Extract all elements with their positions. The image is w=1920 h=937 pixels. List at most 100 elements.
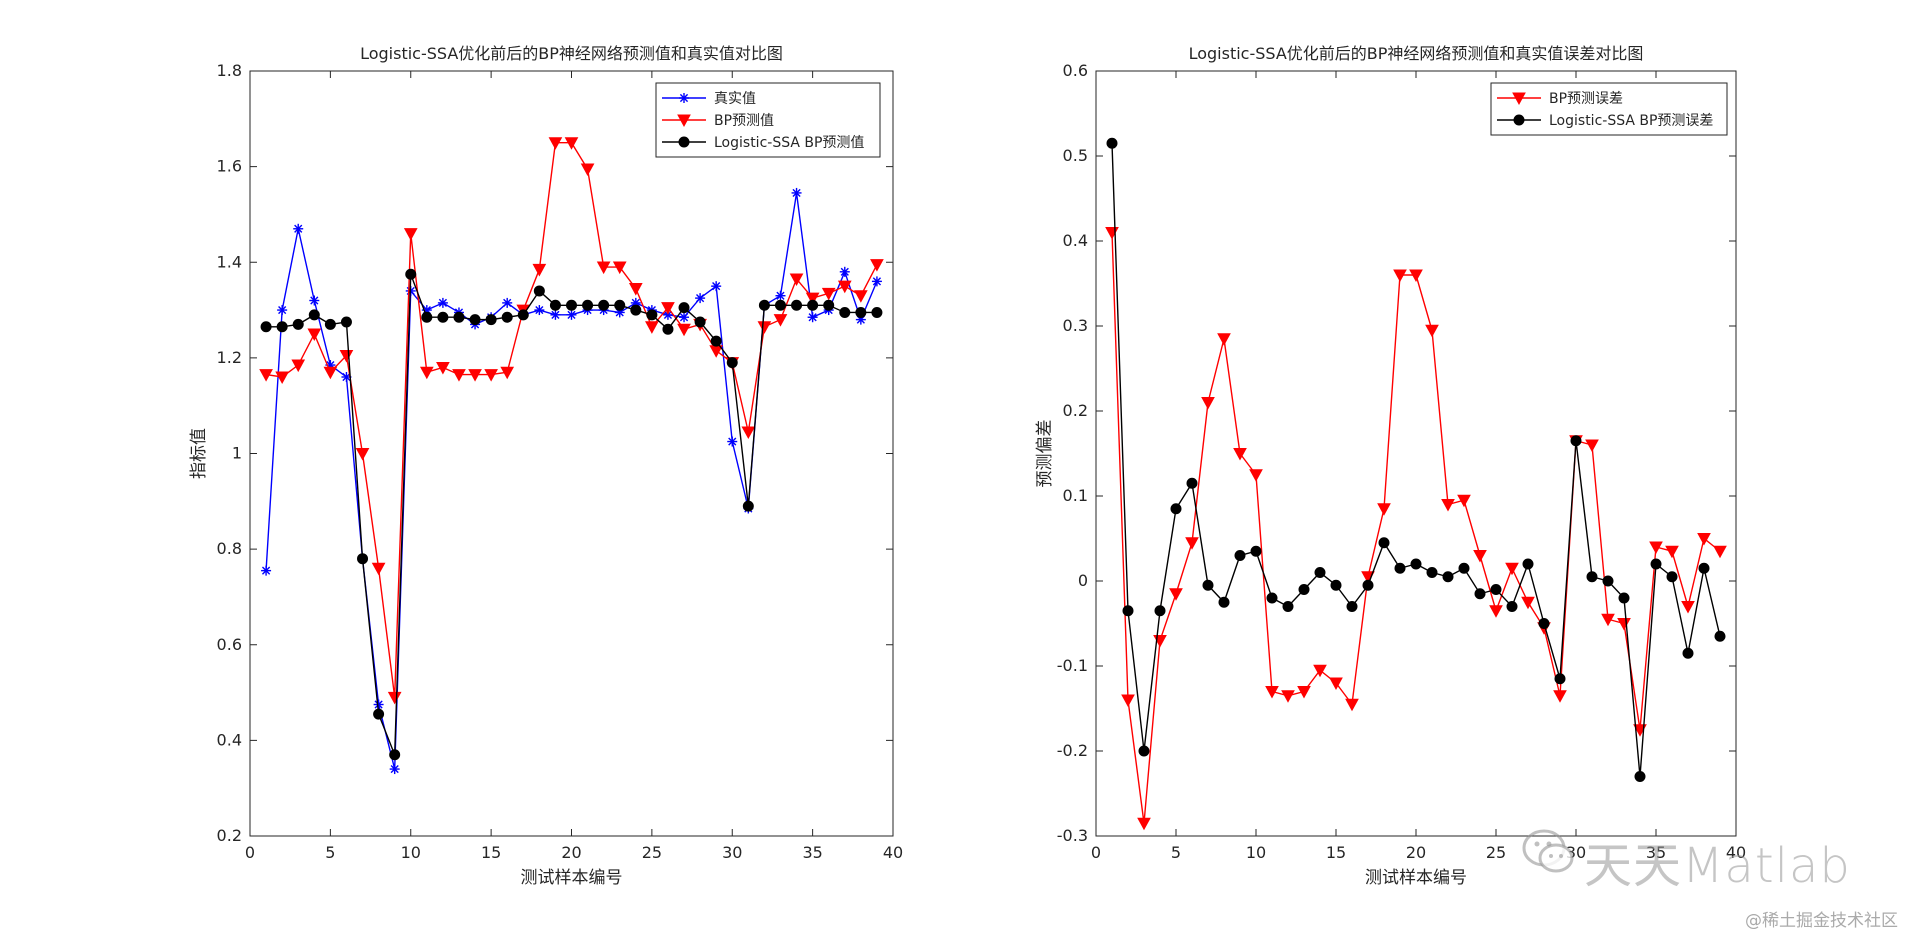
data-point: [1106, 137, 1118, 149]
data-point: [468, 369, 482, 382]
y-tick-label: 1.8: [217, 61, 242, 80]
data-point: [1489, 605, 1503, 618]
y-tick-label: 0.6: [1063, 61, 1088, 80]
data-point: [1666, 571, 1678, 583]
data-point: [502, 297, 513, 308]
error-chart: 0 5 10 15 20 25 30 35 40 -0.3 -0.2 -0.1 0 0.1 0.2 0.3 0.…: [1035, 44, 1746, 888]
data-point: [1714, 630, 1726, 642]
legend-label: BP预测值: [714, 113, 774, 129]
legend-label: Logistic-SSA BP预测值: [714, 135, 864, 151]
data-point: [839, 266, 850, 277]
x-tick-label: 35: [1646, 843, 1666, 862]
data-point: [823, 299, 835, 311]
data-point: [1586, 571, 1598, 583]
data-point: [1506, 601, 1518, 612]
y-axis-label: 预测偏差: [1035, 420, 1055, 488]
data-point: [1601, 613, 1615, 627]
data-point: [403, 228, 418, 241]
data-point: [292, 318, 304, 330]
y-tick-label: 0.6: [217, 635, 242, 654]
data-point: [1218, 596, 1230, 608]
data-point: [1297, 686, 1311, 699]
data-point: [453, 311, 465, 323]
data-point: [1202, 579, 1214, 591]
data-point: [1234, 550, 1246, 561]
x-axis-label: 测试样本编号: [521, 868, 623, 888]
x-tick-label: 30: [722, 843, 742, 862]
data-point: [775, 290, 786, 301]
data-point: [340, 316, 352, 328]
data-point: [307, 328, 322, 342]
data-point: [711, 281, 722, 292]
x-tick-label: 20: [1406, 843, 1426, 862]
data-point: [694, 316, 706, 328]
data-point: [662, 309, 673, 320]
data-point: [485, 314, 497, 326]
data-point: [357, 553, 369, 565]
data-point: [437, 311, 449, 323]
chart-title: Logistic-SSA优化前后的BP神经网络预测值和真实值对比图: [360, 44, 783, 63]
data-point: [532, 263, 547, 277]
data-point: [437, 297, 448, 308]
data-point: [871, 276, 882, 287]
data-point: [726, 357, 738, 369]
data-point: [1313, 664, 1327, 678]
data-point: [1538, 618, 1550, 629]
x-tick-label: 35: [802, 843, 822, 862]
legend-marker: [679, 93, 689, 103]
data-point: [564, 137, 579, 150]
data-point: [260, 321, 272, 333]
y-tick-label: 0.2: [1063, 401, 1088, 420]
data-point: [871, 306, 883, 318]
data-point: [1282, 601, 1294, 612]
data-point: [1154, 605, 1166, 617]
legend-marker: [678, 136, 690, 148]
data-point: [1393, 269, 1407, 283]
data-point: [1602, 575, 1614, 587]
y-tick-label: -0.1: [1057, 656, 1088, 675]
legend-label: 真实值: [714, 91, 756, 107]
y-tick-label: 1.6: [217, 157, 242, 176]
data-point: [1345, 698, 1359, 712]
data-point: [710, 335, 722, 347]
data-point: [1426, 567, 1438, 578]
data-point: [1201, 397, 1215, 410]
data-point: [758, 299, 770, 311]
data-point: [1441, 499, 1455, 512]
data-point: [1346, 601, 1358, 612]
data-point: [1553, 690, 1567, 703]
data-point: [1378, 537, 1390, 549]
legend-item: BP预测值: [662, 113, 774, 129]
x-tick-label: 25: [1486, 843, 1506, 862]
data-point: [261, 565, 272, 576]
data-point: [727, 436, 738, 447]
data-point: [276, 321, 288, 333]
data-point: [821, 287, 836, 301]
x-tick-label: 5: [1171, 843, 1181, 862]
data-point: [1521, 596, 1535, 610]
data-point: [533, 285, 545, 297]
data-point: [341, 372, 352, 382]
data-point: [1490, 584, 1502, 595]
data-point: [1169, 588, 1183, 601]
legend-marker: [1513, 114, 1525, 126]
y-tick-label: 0.5: [1063, 146, 1088, 165]
data-point: [452, 369, 466, 382]
y-tick-label: 1.2: [217, 348, 242, 367]
legend-item: Logistic-SSA BP预测误差: [1497, 113, 1713, 129]
y-tick-label: 0.3: [1063, 316, 1088, 335]
data-point: [501, 311, 513, 323]
data-point: [1505, 562, 1519, 576]
data-point: [1314, 567, 1326, 578]
data-point: [741, 426, 756, 440]
plot-area: [249, 70, 894, 837]
y-tick-label: 0: [1078, 571, 1088, 590]
data-point: [1442, 571, 1454, 583]
x-tick-label: 5: [325, 843, 335, 862]
data-point: [646, 309, 658, 321]
data-point: [309, 295, 320, 306]
data-point: [517, 309, 529, 321]
data-point: [839, 306, 851, 318]
data-point: [596, 261, 611, 275]
data-point: [677, 323, 691, 337]
